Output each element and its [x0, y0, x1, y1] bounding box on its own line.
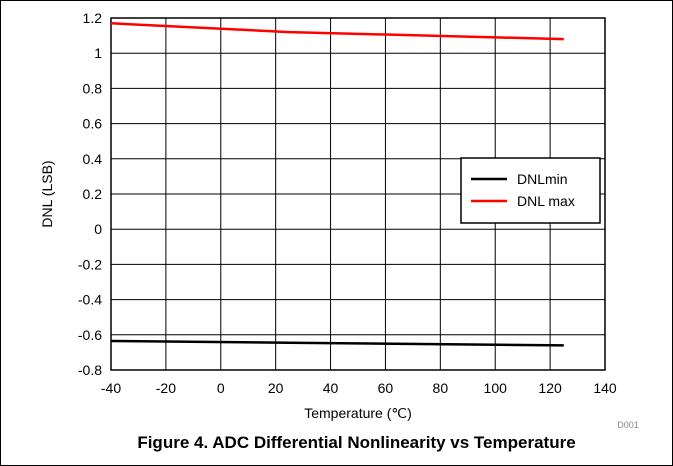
figure-caption: Figure 4. ADC Differential Nonlinearity … — [137, 433, 576, 452]
series-line-0 — [110, 339, 564, 347]
plot-area — [110, 17, 606, 371]
x-tick-label-2: 0 — [217, 380, 225, 396]
x-tick-label-1: -20 — [156, 380, 176, 396]
y-tick-label-2: 0.8 — [83, 80, 103, 96]
y-tick-label-9: -0.6 — [78, 327, 102, 343]
x-axis-label: Temperature (℃) — [304, 405, 412, 421]
y-tick-label-1: 1 — [94, 45, 102, 61]
y-tick-label-6: 0 — [94, 221, 102, 237]
legend-box — [460, 157, 601, 224]
y-tick-label-7: -0.2 — [78, 256, 102, 272]
x-tick-label-9: 140 — [593, 380, 617, 396]
x-tick-label-8: 120 — [538, 380, 562, 396]
y-tick-label-4: 0.4 — [83, 151, 103, 167]
x-tick-label-6: 80 — [433, 380, 449, 396]
x-tick-label-5: 60 — [378, 380, 394, 396]
series-line-1 — [110, 22, 564, 41]
x-tick-label-7: 100 — [484, 380, 508, 396]
y-tick-labels: 1.2 1 0.8 0.6 0.4 0.2 0 -0.2 -0.4 -0.6 -0.8 — [78, 10, 102, 378]
legend: DNLmin DNL max — [460, 157, 601, 224]
x-tick-label-3: 20 — [268, 380, 284, 396]
x-tick-labels: -40 -20 0 20 40 60 80 100 120 140 — [101, 380, 617, 396]
y-tick-label-10: -0.8 — [78, 362, 102, 378]
y-axis-label: DNL (LSB) — [39, 160, 55, 227]
x-tick-label-4: 40 — [323, 380, 339, 396]
y-tick-label-8: -0.4 — [78, 292, 102, 308]
legend-label-dnlmin: DNLmin — [517, 171, 568, 187]
figure-code: D001 — [617, 420, 639, 430]
x-tick-label-0: -40 — [101, 380, 121, 396]
y-tick-label-5: 0.2 — [83, 186, 103, 202]
y-tick-label-3: 0.6 — [83, 116, 103, 132]
y-tick-label-0: 1.2 — [83, 10, 103, 26]
series-layer — [110, 22, 564, 347]
legend-label-dnlmax: DNL max — [517, 193, 575, 209]
